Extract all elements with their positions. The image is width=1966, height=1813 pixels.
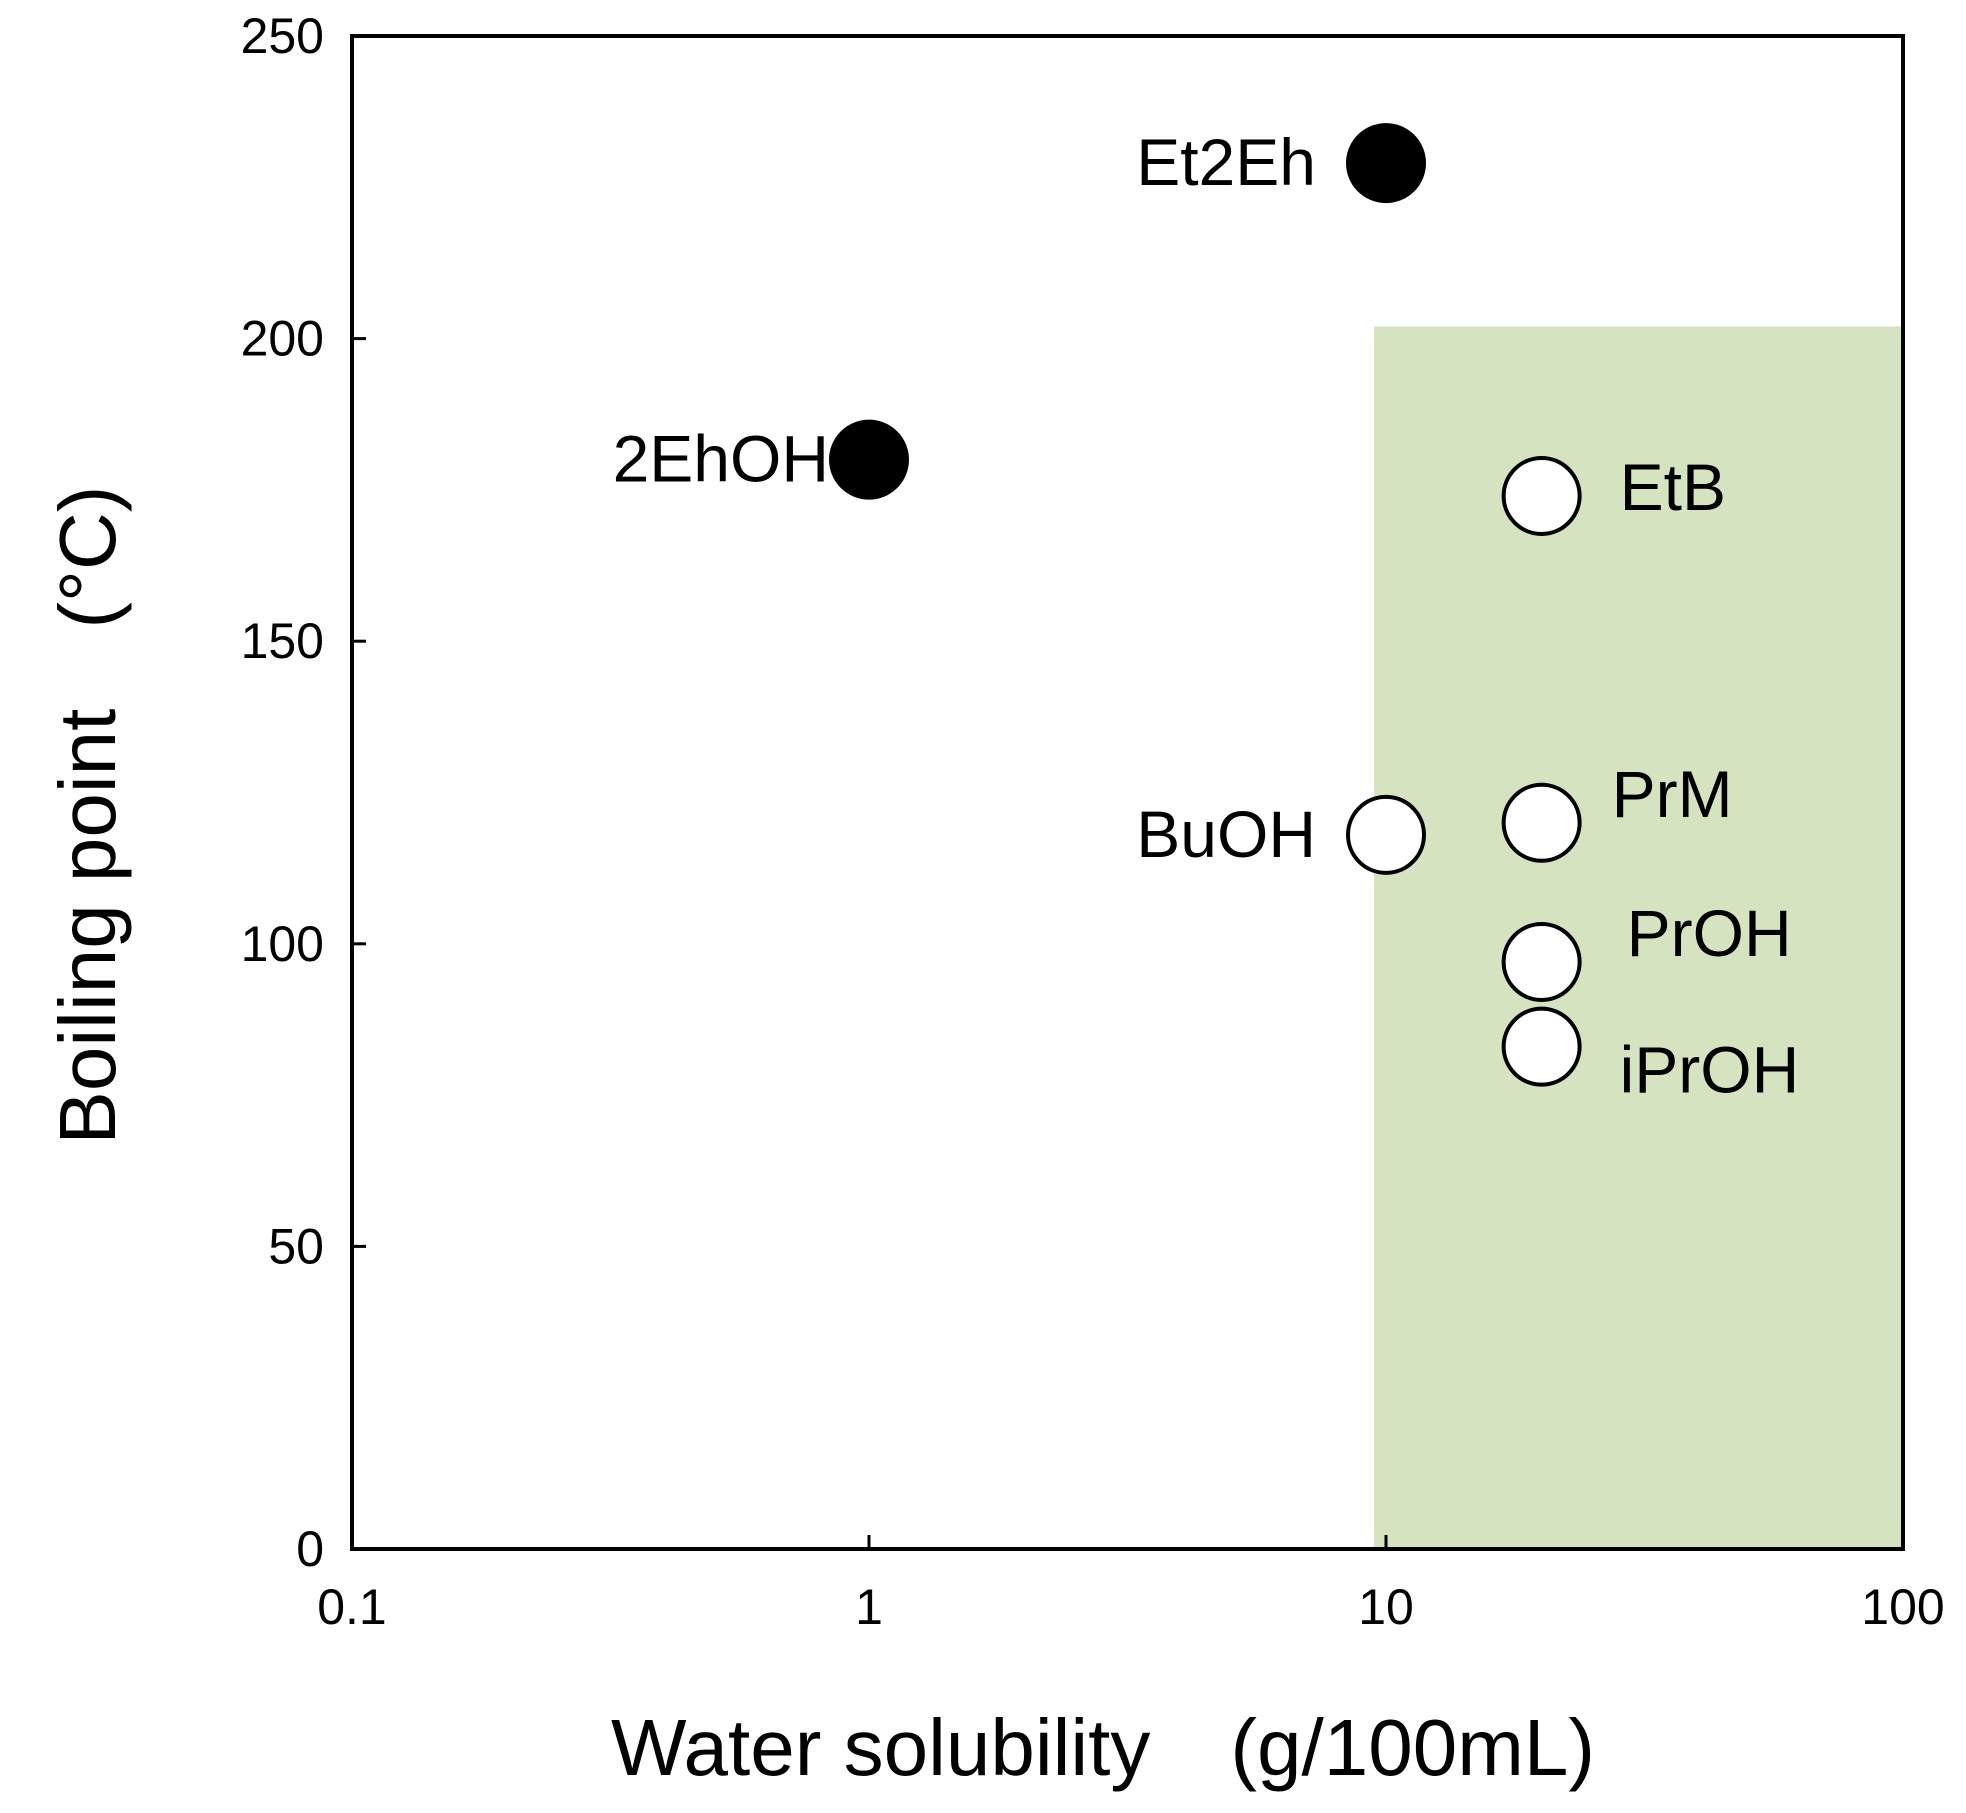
- y-tick-label: 200: [241, 311, 324, 367]
- axis-ticks: 0 50 100 150 200 250 0.1 1 10 100: [241, 8, 1945, 1635]
- plot-area-frame: [350, 34, 1905, 1551]
- data-point: [1501, 455, 1582, 536]
- point-label: iPrOH: [1620, 1033, 1800, 1107]
- point-label: 2EhOH: [613, 422, 829, 496]
- x-tick-label: 100: [1861, 1579, 1944, 1635]
- point-label: PrOH: [1627, 896, 1792, 970]
- point-label: BuOH: [1136, 797, 1316, 871]
- y-tick-label: 100: [241, 916, 324, 972]
- data-point: [1501, 782, 1582, 863]
- point-label: EtB: [1620, 450, 1726, 524]
- point-label: PrM: [1612, 757, 1733, 831]
- data-point: [829, 419, 909, 500]
- highlight-region: [1374, 326, 1903, 1550]
- highlight-region-layer: [1374, 326, 1903, 1550]
- x-tick-label: 1: [855, 1579, 883, 1635]
- point-labels: Et2Eh 2EhOH EtB BuOH PrM PrOH iPrOH: [613, 125, 1800, 1107]
- y-tick-label: 250: [241, 8, 324, 64]
- x-axis-title: Water solubility (g/100mL): [611, 1703, 1595, 1792]
- data-point: [1346, 794, 1426, 875]
- x-tick-label: 0.1: [317, 1579, 387, 1635]
- y-tick-label: 50: [268, 1218, 324, 1274]
- y-tick-label: 150: [241, 613, 324, 669]
- y-axis-title: Boiling point (°C): [43, 486, 132, 1145]
- data-point: [1501, 1006, 1582, 1087]
- point-label: Et2Eh: [1136, 125, 1316, 199]
- data-point: [1501, 921, 1582, 1002]
- data-points: [829, 123, 1582, 1087]
- x-tick-label: 10: [1358, 1579, 1414, 1635]
- data-point: [1346, 123, 1426, 204]
- y-tick-label: 0: [296, 1521, 324, 1577]
